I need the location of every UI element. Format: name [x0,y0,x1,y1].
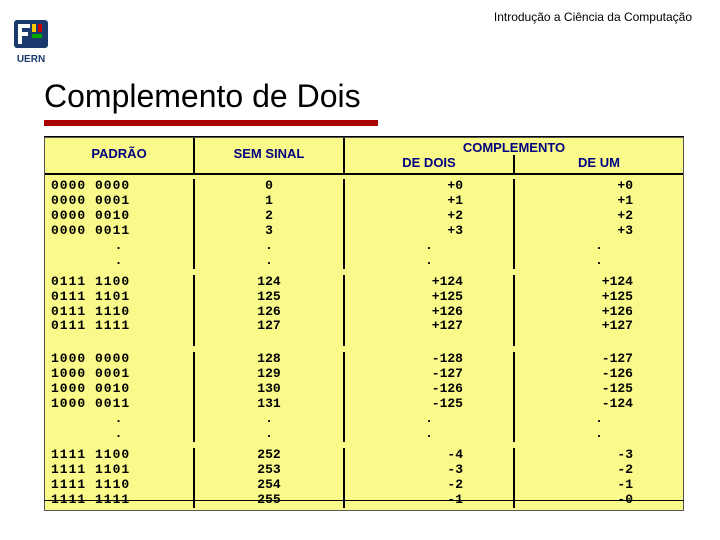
cell-padrao: 0111 1111 [45,319,195,334]
table-row: 1000 0011131-125-124 [45,397,683,412]
cell-de-dois: +124 [345,275,515,290]
cell-de-um: -1 [515,478,683,493]
cell-de-dois: +125 [345,290,515,305]
cell-de-dois: -125 [345,397,515,412]
table-row: 0111 1101125+125+125 [45,290,683,305]
cell-de-dois: +127 [345,319,515,334]
table-row: 0111 1100124+124+124 [45,275,683,290]
cell-de-dois: +3 [345,224,515,239]
cell-de-dois: +0 [345,179,515,194]
cell-sem-sinal: 124 [195,275,345,290]
cell-de-um: +126 [515,305,683,320]
cell-sem-sinal: 126 [195,305,345,320]
table-header: PADRÃO SEM SINAL COMPLEMENTO DE DOIS DE … [45,138,683,175]
cell-de-dois: -3 [345,463,515,478]
cell-de-um: +124 [515,275,683,290]
cell-padrao: 0000 0001 [45,194,195,209]
table-row: 1000 0000128-128-127 [45,352,683,367]
cell-sem-sinal: 1 [195,194,345,209]
cell-padrao: 1111 1110 [45,478,195,493]
table-row: 1111 1100252-4-3 [45,448,683,463]
cell-sem-sinal: 129 [195,367,345,382]
th-complemento: COMPLEMENTO [345,138,683,155]
th-sem-sinal: SEM SINAL [195,138,345,173]
cell-sem-sinal: 2 [195,209,345,224]
cell-de-dois: -127 [345,367,515,382]
table-row: 1000 0010130-126-125 [45,382,683,397]
course-header: Introdução a Ciência da Computação [494,10,692,24]
complement-table: PADRÃO SEM SINAL COMPLEMENTO DE DOIS DE … [44,136,684,511]
th-de-um: DE UM [515,155,683,173]
cell-sem-sinal: 3 [195,224,345,239]
table-row: 1000 0001129-127-126 [45,367,683,382]
cell-de-dois: -2 [345,478,515,493]
cell-de-um: -3 [515,448,683,463]
cell-sem-sinal: 127 [195,319,345,334]
cell-padrao: 1111 1100 [45,448,195,463]
cell-sem-sinal: 128 [195,352,345,367]
cell-de-um: +127 [515,319,683,334]
cell-de-um: -2 [515,463,683,478]
cell-de-dois: +126 [345,305,515,320]
cell-sem-sinal: 125 [195,290,345,305]
table-row: 0111 1110126+126+126 [45,305,683,320]
th-de-dois: DE DOIS [345,155,515,173]
svg-text:UERN: UERN [17,54,45,65]
cell-sem-sinal: 254 [195,478,345,493]
cell-padrao: 0000 0000 [45,179,195,194]
table-row: 0000 00011+1+1 [45,194,683,209]
cell-padrao: 1000 0011 [45,397,195,412]
cell-de-dois: +1 [345,194,515,209]
cell-de-um: +2 [515,209,683,224]
table-body: 0000 00000+0+00000 00011+1+10000 00102+2… [45,175,683,510]
cell-de-um: +125 [515,290,683,305]
dots-row: .... [45,239,683,254]
cell-de-dois: -126 [345,382,515,397]
dots-row: .... [45,427,683,442]
cell-de-um: -126 [515,367,683,382]
cell-sem-sinal: 131 [195,397,345,412]
cell-de-um: -125 [515,382,683,397]
cell-padrao: 1111 1101 [45,463,195,478]
cell-de-dois: +2 [345,209,515,224]
table-row: 0000 00000+0+0 [45,179,683,194]
cell-de-um: -124 [515,397,683,412]
cell-sem-sinal: 253 [195,463,345,478]
table-row: 0000 00102+2+2 [45,209,683,224]
cell-de-um: +0 [515,179,683,194]
table-row: 1111 1110254-2-1 [45,478,683,493]
cell-padrao: 0000 0010 [45,209,195,224]
cell-de-dois: -4 [345,448,515,463]
table-row: 0000 00113+3+3 [45,224,683,239]
title-underline [44,120,378,126]
table-row: 1111 1101253-3-2 [45,463,683,478]
page-title: Complemento de Dois [44,78,361,115]
cell-de-um: +3 [515,224,683,239]
cell-padrao: 1000 0000 [45,352,195,367]
dots-row: .... [45,412,683,427]
cell-sem-sinal: 130 [195,382,345,397]
cell-sem-sinal: 0 [195,179,345,194]
table-row: 0111 1111127+127+127 [45,319,683,334]
cell-sem-sinal: 252 [195,448,345,463]
footer-rule [44,500,684,501]
cell-de-dois: -128 [345,352,515,367]
dots-row: .... [45,254,683,269]
cell-padrao: 0111 1100 [45,275,195,290]
cell-de-um: -127 [515,352,683,367]
th-padrao: PADRÃO [45,138,195,173]
cell-de-um: +1 [515,194,683,209]
cell-padrao: 0111 1101 [45,290,195,305]
uern-logo: UERN [12,18,50,66]
cell-padrao: 1000 0010 [45,382,195,397]
cell-padrao: 0111 1110 [45,305,195,320]
cell-padrao: 0000 0011 [45,224,195,239]
cell-padrao: 1000 0001 [45,367,195,382]
